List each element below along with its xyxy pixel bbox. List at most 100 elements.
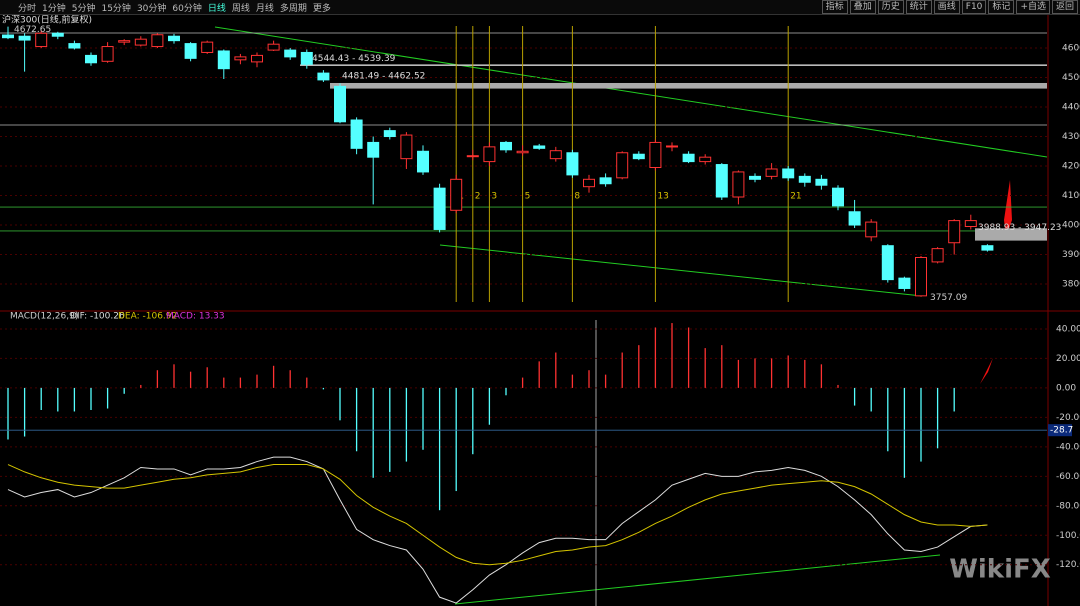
toolbar-button[interactable]: 15分钟 bbox=[101, 4, 131, 14]
y-tick-label: -40.00 bbox=[1056, 442, 1080, 452]
y-tick-label: 4600 bbox=[1062, 44, 1080, 54]
cursor-box bbox=[1048, 424, 1072, 437]
candle-body bbox=[583, 178, 595, 188]
candle-body bbox=[715, 164, 728, 198]
chart: WikiFX 沪深300(日线,前复权) 4600 4500 4400 4300 4200… bbox=[0, 15, 1080, 606]
candle-body bbox=[798, 175, 811, 183]
candle-body bbox=[151, 34, 164, 48]
candle-body bbox=[881, 245, 894, 281]
candle-body bbox=[18, 35, 31, 41]
toolbar-button[interactable]: 返回 bbox=[1051, 0, 1078, 14]
candle-body bbox=[334, 85, 346, 123]
toolbar-button[interactable]: 标记 bbox=[988, 0, 1015, 14]
toolbar-button[interactable]: 30分钟 bbox=[136, 4, 167, 14]
candle-body bbox=[981, 245, 994, 251]
toolbar-button[interactable]: +自选 bbox=[1016, 0, 1050, 14]
candle-body bbox=[433, 187, 446, 230]
y-tick-label: 4500 bbox=[1062, 73, 1080, 83]
candle-body bbox=[898, 277, 911, 289]
y-tick-label: 4300 bbox=[1062, 132, 1080, 142]
candle-body bbox=[300, 51, 313, 65]
toolbar-left: 分时 1分钟 5分钟 15分钟 30分钟 60分钟 日线 周线 月线 多周期 更多 bbox=[18, 1, 331, 14]
fib-label: 2 bbox=[475, 192, 481, 202]
toolbar: 分时 1分钟 5分钟 15分钟 30分钟 60分钟 日线 周线 月线 多周期 更多 指标 叠加 历史 统计画… bbox=[0, 0, 1080, 15]
toolbar-button[interactable]: 指标 bbox=[821, 0, 848, 14]
y-tick-label: -80.00 bbox=[1056, 501, 1080, 511]
candle-body bbox=[350, 119, 363, 149]
fib-label: 8 bbox=[574, 192, 580, 202]
candle-body bbox=[118, 40, 131, 43]
toolbar-button[interactable]: 叠加 bbox=[849, 0, 876, 14]
macd-line bbox=[7, 464, 988, 566]
toolbar-button[interactable]: 月线 bbox=[255, 4, 274, 14]
candle-body bbox=[832, 187, 844, 207]
candle-body bbox=[234, 56, 247, 61]
toolbar-button[interactable]: 历史 bbox=[877, 0, 904, 14]
candle-body bbox=[51, 32, 64, 37]
candle-body bbox=[666, 145, 678, 148]
macd-line bbox=[7, 456, 988, 604]
trend-line bbox=[439, 244, 923, 297]
toolbar-button[interactable]: 5分钟 bbox=[71, 4, 96, 14]
y-tick-label: 3800 bbox=[1062, 280, 1080, 290]
candle-body bbox=[632, 153, 645, 160]
candle-body bbox=[948, 220, 961, 244]
toolbar-button[interactable]: 周线 bbox=[231, 4, 250, 14]
candle-body bbox=[317, 72, 330, 81]
candle-body bbox=[549, 150, 562, 160]
toolbar-button[interactable]: 60分钟 bbox=[172, 4, 202, 14]
candle-body bbox=[267, 43, 280, 51]
toolbar-button[interactable]: F10 bbox=[961, 0, 987, 14]
candle-body bbox=[217, 50, 230, 70]
candle-body bbox=[915, 256, 927, 297]
y-tick-label: 4200 bbox=[1062, 162, 1080, 172]
arrow bbox=[980, 358, 993, 384]
y-tick-label: 4100 bbox=[1062, 191, 1080, 201]
arrow bbox=[1004, 180, 1012, 238]
candle-body bbox=[35, 32, 48, 48]
watermark: WikiFX bbox=[949, 555, 1051, 585]
y-tick-label: -60.00 bbox=[1056, 472, 1080, 482]
y-tick-label: 3900 bbox=[1062, 250, 1080, 260]
toolbar-button[interactable]: 分时 bbox=[18, 4, 37, 14]
fib-label: 21 bbox=[790, 192, 801, 202]
candle-body bbox=[848, 211, 861, 226]
macd-header: MACD: 13.33 bbox=[166, 312, 225, 322]
candle-body bbox=[284, 49, 297, 58]
candle-body bbox=[168, 35, 180, 42]
macd-header: DEA: -106.92 bbox=[118, 312, 177, 322]
y-tick-label: -100.00 bbox=[1056, 531, 1080, 541]
candle-body bbox=[134, 38, 147, 46]
candle-body bbox=[765, 168, 778, 177]
chart-title: 沪深300(日线,前复权) bbox=[2, 15, 92, 26]
candle-body bbox=[85, 54, 97, 64]
candle-body bbox=[400, 134, 413, 160]
band-label: 4544.43 - 4539.39 bbox=[312, 54, 396, 64]
candle-body bbox=[616, 152, 629, 179]
max-label: 4672.65 bbox=[14, 25, 51, 35]
toolbar-button[interactable]: 统计 bbox=[905, 0, 932, 14]
band-label: 4481.49 - 4462.52 bbox=[342, 71, 425, 81]
cursor-label: -28.7 bbox=[1050, 426, 1073, 436]
toolbar-button[interactable]: 1分钟 bbox=[42, 4, 66, 14]
candle-body bbox=[699, 156, 712, 163]
candle-body bbox=[682, 153, 695, 163]
candle-body bbox=[649, 141, 662, 169]
toolbar-button[interactable]: 画线 bbox=[933, 0, 960, 14]
candle-body bbox=[533, 145, 546, 149]
y-tick-label: 20.00 bbox=[1056, 354, 1080, 364]
candle-body bbox=[383, 130, 396, 138]
toolbar-button[interactable]: 多周期 bbox=[279, 4, 307, 14]
chart-title: MACD(12,26,9) bbox=[10, 312, 78, 322]
candle-body bbox=[599, 177, 612, 185]
toolbar-button[interactable]: 更多 bbox=[312, 4, 331, 14]
band-label: 3988.93 - 3947.23 bbox=[978, 223, 1061, 233]
candle-body bbox=[367, 141, 380, 158]
candle-body bbox=[732, 171, 745, 198]
candle-body bbox=[815, 178, 828, 186]
toolbar-button[interactable]: 日线 bbox=[207, 4, 226, 14]
candle-body bbox=[500, 141, 512, 151]
candle-body bbox=[483, 146, 496, 163]
candle-body bbox=[516, 150, 529, 154]
